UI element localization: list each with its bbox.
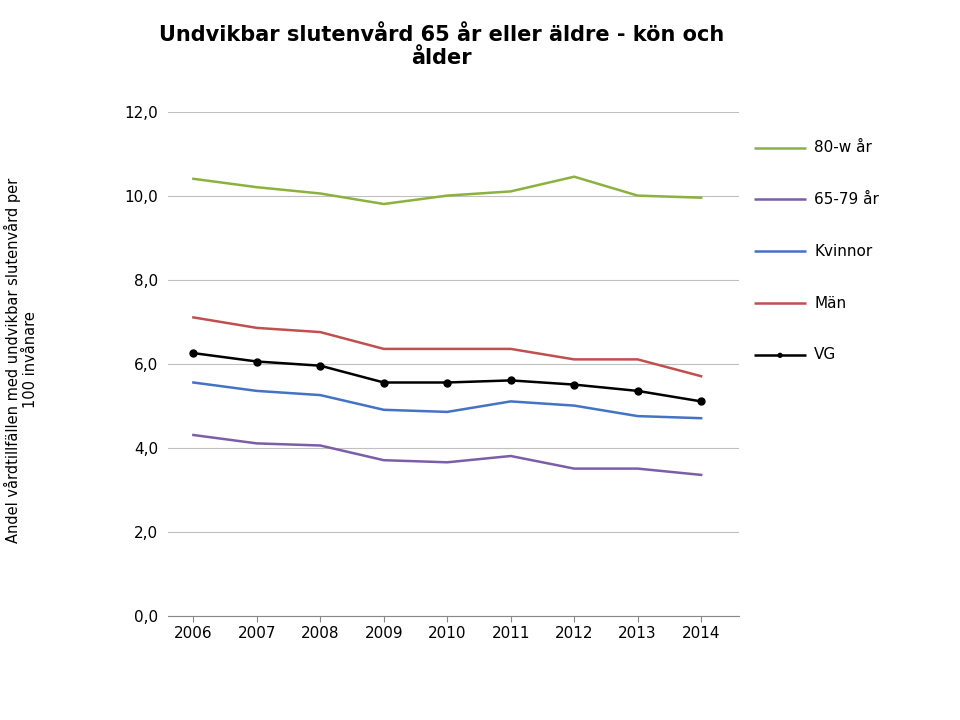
Text: Kvinnor: Kvinnor (814, 244, 873, 258)
Text: VG: VG (814, 348, 836, 362)
Text: Män: Män (814, 296, 846, 310)
Text: ●: ● (777, 352, 783, 358)
Text: Undvikbar slutenvård 65 år eller äldre - kön och
ålder: Undvikbar slutenvård 65 år eller äldre -… (159, 25, 724, 68)
Text: 80-w år: 80-w år (814, 140, 872, 155)
Text: 65-79 år: 65-79 år (814, 192, 879, 207)
Text: Regionkansliet, område uppföljning och analys: Regionkansliet, område uppföljning och a… (24, 680, 349, 696)
Text: VÄSTRA
GÖTALANDSREGIONEN: VÄSTRA GÖTALANDSREGIONEN (787, 679, 902, 698)
Text: Andel vårdtillfällen med undvikbar slutenvård per
100 invånare: Andel vårdtillfällen med undvikbar slute… (4, 177, 38, 543)
